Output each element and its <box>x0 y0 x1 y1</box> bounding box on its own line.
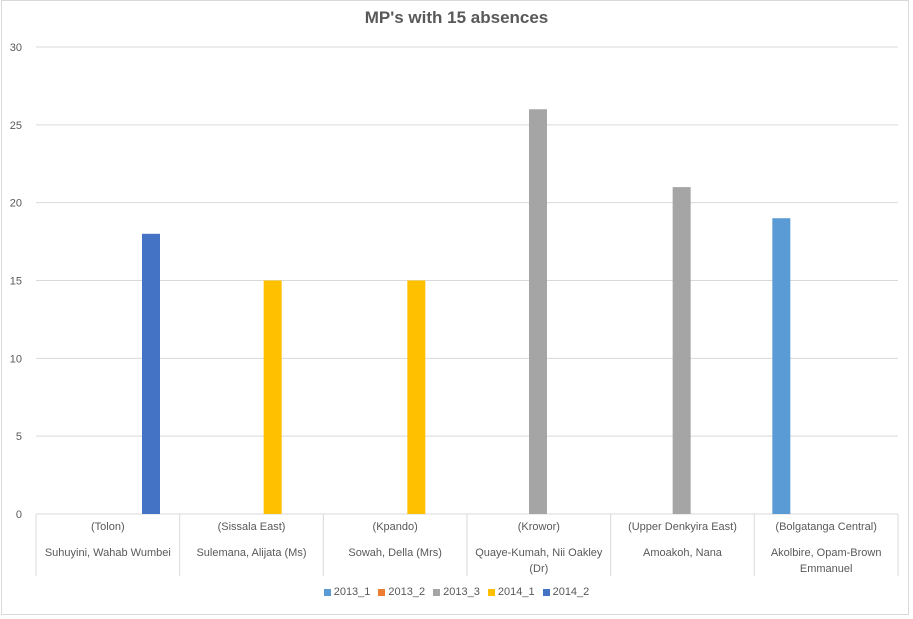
legend-item: 2013_2 <box>378 586 425 598</box>
category-constituency-label: (Krowor) <box>518 521 560 533</box>
y-tick-label: 0 <box>16 509 22 521</box>
bar-2014_2 <box>142 233 160 515</box>
category-constituency-label: (Tolon) <box>91 521 125 533</box>
category-name-label: Quaye-Kumah, Nii Oakley <box>475 547 603 559</box>
legend-label: 2013_3 <box>443 586 480 598</box>
y-tick-label: 30 <box>10 42 22 54</box>
legend-label: 2014_1 <box>497 586 535 598</box>
category-name-label: Akolbire, Opam-Brown <box>771 547 882 559</box>
legend-item: 2013_1 <box>323 586 371 598</box>
category-name-label: Sulemana, Alijata (Ms) <box>196 547 306 559</box>
chart-title: MP's with 15 absences <box>364 8 549 27</box>
bar-2014_1 <box>263 280 282 514</box>
legend-swatch <box>487 588 495 596</box>
legend-item: 2014_1 <box>487 586 535 598</box>
category-name-label: (Dr) <box>529 563 548 575</box>
bar-2014_1 <box>407 280 426 514</box>
category-constituency-label: (Bolgatanga Central) <box>775 521 877 533</box>
y-tick-label: 15 <box>10 276 22 288</box>
y-tick-label: 25 <box>10 120 22 132</box>
category-name-label: Suhuyini, Wahab Wumbei <box>45 547 171 559</box>
legend-label: 2014_2 <box>552 586 590 598</box>
legend: 2013_1 2013_2 2013_3 2014_1 2014_2 <box>0 586 913 598</box>
y-tick-label: 20 <box>10 198 22 210</box>
legend-label: 2013_1 <box>333 586 371 598</box>
category-constituency-label: (Kpando) <box>373 521 418 533</box>
category-name-label: Emmanuel <box>800 563 853 575</box>
category-constituency-label: (Sissala East) <box>218 521 286 533</box>
category-name-label: Amoakoh, Nana <box>643 547 723 559</box>
legend-swatch <box>433 588 441 596</box>
legend-item: 2014_2 <box>542 586 590 598</box>
legend-swatch <box>542 588 550 596</box>
legend-swatch <box>378 588 386 596</box>
category-constituency-label: (Upper Denkyira East) <box>628 521 737 533</box>
y-tick-label: 5 <box>16 431 22 443</box>
y-tick-label: 10 <box>10 353 22 365</box>
bar-2013_3 <box>672 187 691 514</box>
legend-swatch <box>323 588 331 596</box>
legend-item: 2013_3 <box>433 586 480 598</box>
bar-2013_1 <box>772 218 791 514</box>
legend-label: 2013_2 <box>388 586 426 598</box>
category-name-label: Sowah, Della (Mrs) <box>348 547 442 559</box>
bar-2013_3 <box>529 109 547 515</box>
